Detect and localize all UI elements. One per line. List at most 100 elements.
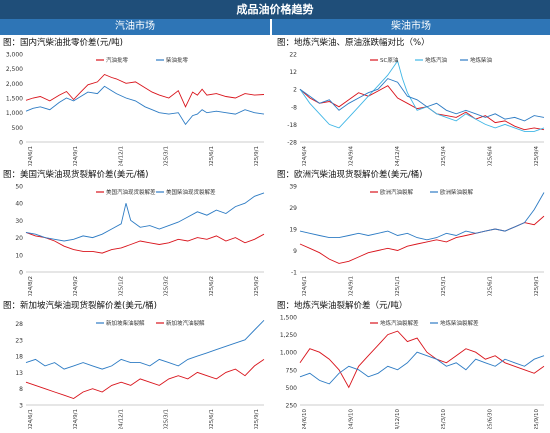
y-tick-label: -28 [287,140,297,147]
y-tick-label: 2 [293,87,297,94]
series-line-0 [299,330,545,389]
series-line-0 [299,85,545,131]
series-line-2 [299,78,545,122]
section-header-diesel: 柴油市场 [272,19,550,35]
chart-domestic-price-spread: 图：国内汽柴油批零价差(元/吨) 0 500 1,000 1,500 2,000 2,50… [0,36,270,174]
x-tick-label: 2024/6/1 [302,276,308,296]
y-tick-label: 13 [15,370,23,377]
chart-refinery-change-compare: 图：地炼汽柴油、原油涨跌幅对比（%） -28 -18 -8 2 12 22 2024/6/4… [274,36,550,174]
y-tick-label: 29 [289,205,297,212]
x-tick-label: 2025/3/1 [164,146,170,166]
x-tick-label: 2024/9/2 [73,276,79,296]
x-tick-label: 2025/6/1 [209,146,215,166]
x-tick-label: 2024/6/4 [302,146,308,166]
chart-svg: -28 -18 -8 2 12 22 2024/6/4 2024/9/4 2024/12/4 20… [287,52,545,174]
chart-refinery-crack-spread: 图：地炼汽柴油裂解价差（元/吨） 250 500 750 1,000 1,250 1,50… [274,299,550,433]
chart-title: 图：美国汽柴油现货裂解价差(美元/桶) [3,170,149,180]
y-tick-label: 2,500 [6,66,23,73]
x-tick-label: 2024/12/4 [395,146,401,166]
chart-title: 图：国内汽柴油批零价差(元/吨) [3,38,123,48]
x-tick-label: 2025/6/1 [209,409,215,429]
legend-label: 欧洲汽油裂解 [380,188,414,196]
chart-svg: 0 500 1,000 1,500 2,000 2,500 3,000 2024/6/1 202… [6,52,265,174]
y-tick-label: 50 [15,184,23,191]
y-tick-label: 0 [19,270,23,277]
x-tick-label: 2025/9/1 [254,146,260,166]
y-tick-label: 30 [15,218,23,225]
section-header-gasoline: 汽油市场 [0,19,270,35]
y-tick-label: 1,500 [280,315,297,322]
y-tick-label: 39 [289,184,297,191]
y-tick-label: 500 [12,125,24,132]
series-line-1 [299,59,545,132]
x-tick-label: 2025/9/1 [254,409,260,429]
y-tick-label: -18 [287,122,297,129]
chart-title: 图：新加坡汽柴油现货裂解价差(美元/桶) [3,301,157,311]
series-line-1 [25,85,265,126]
page-title: 成品油价格趋势 [0,0,550,19]
y-tick-label: 19 [289,227,297,234]
x-tick-label: 2025/9/4 [534,146,540,166]
y-tick-label: 2,000 [6,81,23,88]
y-tick-label: -8 [291,104,297,111]
y-tick-label: 8 [19,386,23,393]
x-tick-label: 2025/6/4 [488,146,494,166]
legend-label: 新加坡柴油裂解 [106,319,145,327]
x-tick-label: 2025/9/10 [534,409,540,429]
x-tick-label: 2024/9/4 [348,146,354,166]
series-line-0 [25,73,265,108]
y-tick-label: 12 [289,69,297,76]
x-tick-label: 2024/9/1 [73,146,79,166]
chart-us-crack-spread: 图：美国汽柴油现货裂解价差(美元/桶) 0 10 20 30 40 50 2024/8/2 2… [0,168,270,301]
y-tick-label: -1 [291,270,297,277]
x-tick-label: 2025/3/2 [164,276,170,296]
x-tick-label: 2025/6/1 [488,276,494,296]
y-tick-label: 40 [15,201,23,208]
legend-label: 美国柴油现货裂解差 [166,188,216,196]
column-divider [270,19,272,429]
legend-label: 新加坡汽油裂解 [166,319,205,327]
legend-label: SC原油 [380,56,399,64]
y-tick-label: 9 [293,248,297,255]
series-line-0 [299,215,545,264]
y-tick-label: 250 [286,403,298,410]
chart-svg: 0 10 20 30 40 50 2024/8/2 2024/9/2 2025/1/2 2025/… [15,184,265,301]
legend-label: 美国汽油现货裂解差 [106,188,156,196]
series-line-1 [299,192,545,241]
series-line-0 [25,319,265,370]
legend-label: 地炼柴油裂解差 [440,319,479,327]
x-tick-label: 2025/3/1 [441,276,447,296]
chart-title: 图：地炼汽柴油、原油涨跌幅对比（%） [277,38,430,48]
y-tick-label: 3,000 [6,52,23,59]
y-tick-label: 20 [15,235,23,242]
y-tick-label: 22 [289,52,297,59]
legend-label: 柴油批零 [166,56,189,64]
chart-svg: 3 8 13 18 23 28 2024/6/1 2024/9/1 2024/12/1 2025/… [15,319,265,433]
x-tick-label: 2024/12/10 [395,409,401,429]
y-tick-label: 1,500 [6,96,23,103]
chart-singapore-crack-spread: 图：新加坡汽柴油现货裂解价差(美元/桶) 3 8 13 18 23 28 2024/6/1 2… [0,299,270,433]
x-tick-label: 2025/3/10 [441,409,447,429]
chart-title: 图：欧洲汽柴油现货裂解价差(美元/桶) [277,170,423,180]
legend-label: 地炼柴油 [470,56,493,64]
y-tick-label: 750 [286,367,298,374]
y-tick-label: 0 [19,140,23,147]
x-tick-label: 2025/6/2 [209,276,215,296]
x-tick-label: 2025/9/1 [534,276,540,296]
x-tick-label: 2025/6/30 [488,409,494,429]
chart-europe-crack-spread: 图：欧洲汽柴油现货裂解价差(美元/桶) -1 9 19 29 39 2024/6/1 202… [274,168,550,301]
x-tick-label: 2024/9/10 [348,409,354,429]
series-line-1 [25,359,265,399]
series-line-1 [25,192,265,242]
chart-svg: 250 500 750 1,000 1,250 1,500 2024/6/10 2024/9/… [280,315,545,433]
x-tick-label: 2025/3/1 [164,409,170,429]
series-line-1 [299,351,545,385]
y-tick-label: 28 [15,321,23,328]
y-tick-label: 1,000 [6,110,23,117]
series-line-0 [25,231,265,254]
x-tick-label: 2024/8/2 [28,276,34,296]
y-tick-label: 10 [15,252,23,259]
x-tick-label: 2024/12/1 [118,409,124,429]
legend-label: 地炼汽油 [425,56,448,64]
